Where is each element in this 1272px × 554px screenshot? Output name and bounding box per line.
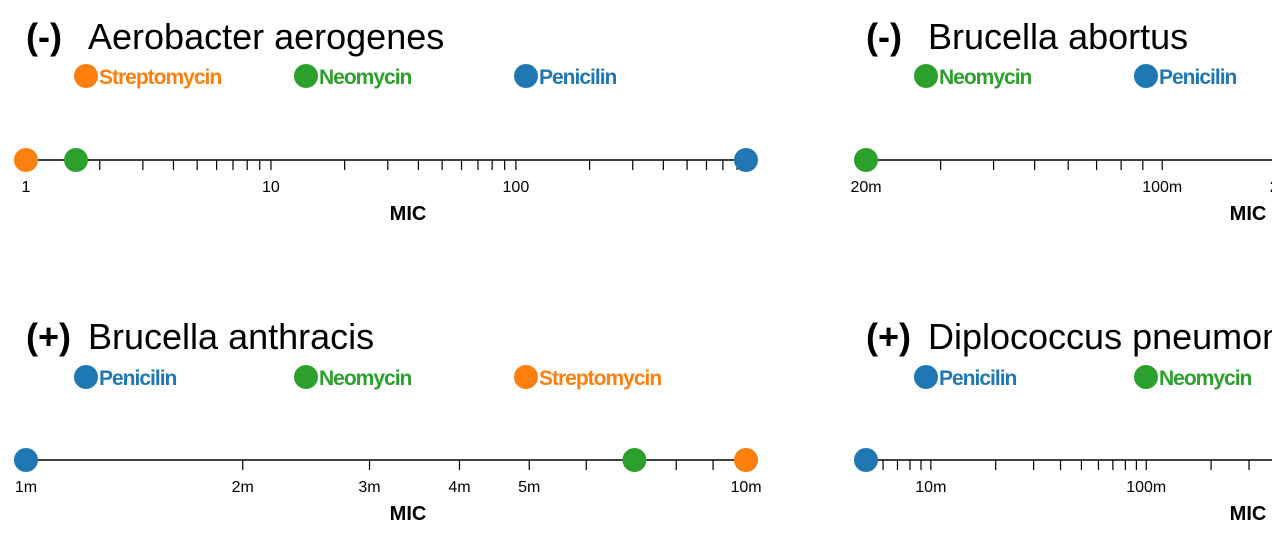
x-tick-label: 1 (22, 179, 31, 196)
species-title: Brucella anthracis (88, 316, 374, 357)
data-point-penicilin (14, 448, 38, 472)
legend-label-penicilin: Penicilin (539, 66, 617, 89)
x-tick-label: 3m (358, 479, 380, 496)
species-title: Brucella abortus (928, 16, 1188, 57)
legend-label-neomycin: Neomycin (1159, 367, 1252, 390)
legend-swatch-neomycin (294, 64, 318, 88)
x-tick-label: 5m (518, 479, 540, 496)
legend-label-penicilin: Penicilin (99, 367, 177, 390)
legend-label-neomycin: Neomycin (319, 367, 412, 390)
x-tick-label: 1m (15, 479, 37, 496)
legend-label-neomycin: Neomycin (939, 66, 1032, 89)
legend-swatch-streptomycin (514, 365, 538, 389)
x-axis-title: MIC (1230, 203, 1267, 225)
data-point-neomycin (63, 148, 88, 172)
legend-label-penicilin: Penicilin (939, 367, 1017, 390)
legend-swatch-neomycin (294, 365, 318, 389)
species-title: Aerobacter aerogenes (88, 16, 444, 57)
legend-swatch-streptomycin (74, 64, 98, 88)
species-title: Diplococcus pneumoniae (928, 316, 1272, 357)
legend-label-streptomycin: Streptomycin (99, 66, 221, 89)
data-point-penicilin (854, 448, 878, 472)
x-tick-label: 4m (448, 479, 470, 496)
x-tick-label: 100 (503, 179, 530, 196)
x-tick-label: 20m (850, 179, 881, 196)
panel-brucella-abortus: (-) Brucella abortus Neomycin Penicilin 20m 1… (850, 16, 1272, 225)
data-point-streptomycin (734, 448, 758, 472)
gram-stain-label: (+) (866, 316, 911, 357)
legend-label-neomycin: Neomycin (319, 66, 412, 89)
x-axis-title: MIC (390, 203, 427, 225)
legend-swatch-neomycin (1134, 365, 1158, 389)
legend-label-penicilin: Penicilin (1159, 66, 1237, 89)
legend-swatch-penicilin (1134, 64, 1158, 88)
x-tick-label: 10m (730, 479, 761, 496)
panel-aerobacter-aerogenes: (-) Aerobacter aerogenes Streptomycin Neomy… (14, 16, 758, 225)
gram-stain-label: (-) (26, 16, 62, 57)
x-tick-label: 10 (262, 179, 280, 196)
panel-diplococcus-pneumoniae: (+) Diplococcus pneumoniae Penicilin Neomyc… (854, 316, 1272, 525)
x-tick-label: 10m (915, 479, 946, 496)
legend-swatch-penicilin (514, 64, 538, 88)
legend-swatch-penicilin (914, 365, 938, 389)
legend-label-streptomycin: Streptomycin (539, 367, 661, 390)
gram-stain-label: (-) (866, 16, 902, 57)
x-tick-label: 100m (1142, 179, 1182, 196)
legend-swatch-neomycin (914, 64, 938, 88)
data-point-neomycin (854, 148, 878, 172)
data-point-neomycin (622, 448, 647, 472)
data-point-streptomycin (14, 148, 38, 172)
x-tick-label: 200m (1270, 179, 1272, 196)
x-tick-label: 100m (1126, 479, 1166, 496)
legend-swatch-penicilin (74, 365, 98, 389)
x-tick-label: 2m (232, 479, 254, 496)
x-axis-title: MIC (1230, 503, 1267, 525)
panel-brucella-anthracis: (+) Brucella anthracis Penicilin Neomycin St… (14, 316, 762, 525)
gram-stain-label: (+) (26, 316, 71, 357)
data-point-penicilin (734, 148, 758, 172)
x-axis-title: MIC (390, 503, 427, 525)
